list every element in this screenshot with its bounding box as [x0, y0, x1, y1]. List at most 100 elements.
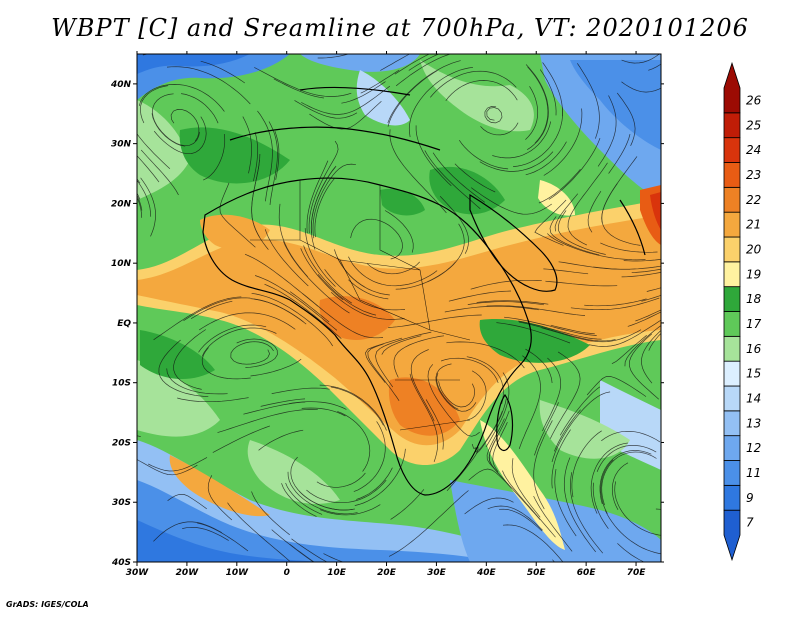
streamline	[289, 291, 330, 323]
streamline	[551, 391, 611, 463]
colorbar-segment	[723, 509, 741, 562]
streamline	[549, 216, 600, 256]
streamline	[308, 140, 339, 234]
streamline	[183, 297, 251, 321]
lon-tick-label: 10E	[327, 568, 347, 578]
streamline	[427, 364, 480, 437]
streamline	[310, 166, 336, 234]
streamline	[542, 357, 562, 432]
streamline	[518, 355, 541, 450]
streamline	[348, 279, 389, 300]
colorbar-label: 12	[746, 441, 761, 455]
streamline	[153, 296, 242, 341]
lat-tick-label: 30S	[112, 498, 131, 508]
map-title: WBPT [C] and Sreamline at 700hPa, VT: 20…	[51, 14, 749, 42]
colorbar-label: 19	[746, 267, 761, 281]
streamline	[273, 78, 324, 99]
streamline	[525, 141, 567, 176]
streamline	[655, 508, 661, 510]
streamline	[624, 325, 661, 367]
streamline	[584, 298, 647, 307]
streamline	[334, 249, 365, 288]
streamline	[539, 69, 557, 116]
colorbar-label: 18	[746, 292, 762, 306]
streamline	[445, 80, 518, 102]
streamline	[549, 351, 581, 439]
streamline	[425, 399, 444, 450]
streamline	[257, 110, 273, 202]
streamline	[278, 203, 309, 278]
streamline	[608, 134, 631, 174]
streamline	[543, 268, 589, 275]
streamline	[177, 397, 249, 403]
moist-regions	[140, 127, 590, 380]
streamline	[600, 459, 614, 514]
streamline	[496, 322, 571, 344]
streamline	[577, 63, 600, 139]
streamline	[438, 381, 476, 408]
streamline	[190, 300, 233, 319]
streamline	[199, 312, 296, 331]
streamline	[394, 54, 431, 75]
streamline	[484, 106, 503, 124]
streamline	[281, 483, 317, 517]
streamline	[254, 275, 338, 331]
streamline	[559, 386, 601, 436]
streamline	[614, 481, 661, 536]
streamline	[170, 109, 200, 142]
colorbar-segment	[723, 410, 741, 437]
streamline	[604, 510, 661, 555]
streamline	[550, 324, 595, 335]
streamline	[468, 468, 512, 489]
streamline	[330, 386, 384, 426]
streamline	[137, 435, 141, 437]
streamline	[611, 462, 629, 510]
streamline	[464, 497, 514, 515]
lat-tick-label: 40S	[111, 558, 131, 568]
streamline	[300, 248, 344, 301]
streamline	[600, 242, 658, 253]
lon-tick-label: 20E	[377, 568, 397, 578]
streamline	[395, 261, 456, 290]
streamline	[432, 152, 486, 203]
streamline	[543, 108, 583, 176]
streamline	[534, 199, 567, 246]
streamline	[599, 450, 652, 505]
colorbar-segment	[723, 484, 741, 511]
streamline	[395, 54, 451, 87]
colorbar-segment	[723, 61, 741, 114]
streamline	[254, 298, 307, 325]
streamline	[317, 54, 350, 59]
streamline	[542, 62, 563, 117]
streamline	[388, 490, 469, 557]
colorbar-segment	[723, 236, 741, 263]
streamline	[251, 292, 333, 347]
streamline	[309, 100, 382, 130]
streamline	[553, 409, 581, 452]
streamline	[592, 482, 609, 529]
colorbar-segment	[723, 460, 741, 486]
streamline	[251, 491, 290, 536]
colorbar-label: 22	[746, 193, 761, 207]
streamline	[274, 130, 280, 180]
colorbar-label: 24	[746, 143, 761, 157]
streamline	[304, 228, 336, 287]
streamline	[301, 407, 346, 417]
colorbar-label: 9	[746, 491, 754, 505]
streamline	[375, 331, 432, 388]
streamline	[641, 294, 661, 302]
streamline	[551, 429, 571, 489]
colorbar-label: 21	[746, 218, 761, 232]
streamline	[596, 445, 657, 472]
streamline	[260, 398, 306, 407]
streamline	[217, 409, 318, 433]
streamline	[197, 522, 249, 552]
streamline	[153, 116, 207, 155]
streamline	[306, 479, 387, 504]
streamline	[629, 333, 660, 400]
warm-regions	[137, 180, 661, 550]
streamline	[207, 475, 233, 521]
streamline	[479, 151, 554, 172]
streamline	[353, 421, 386, 492]
streamline	[173, 329, 206, 390]
